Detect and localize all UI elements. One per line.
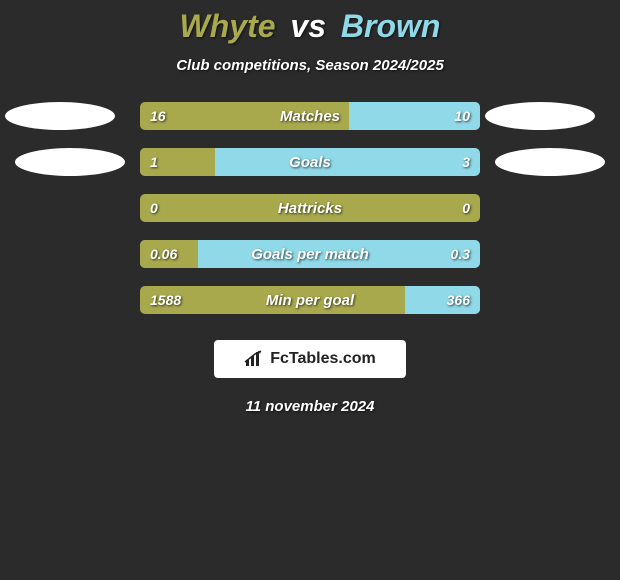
stat-bar: 1588366Min per goal xyxy=(140,286,480,314)
stat-label: Goals xyxy=(140,148,480,176)
stat-label: Matches xyxy=(140,102,480,130)
stat-row: 1588366Min per goal xyxy=(0,286,620,314)
page-title: Whyte vs Brown xyxy=(0,8,620,45)
stat-row: 1610Matches xyxy=(0,102,620,130)
stat-row: 13Goals xyxy=(0,148,620,176)
stat-rows-container: 1610Matches 13Goals 00Hattricks 0.060.3Goal… xyxy=(0,102,620,314)
stat-label: Goals per match xyxy=(140,240,480,268)
stat-bar: 0.060.3Goals per match xyxy=(140,240,480,268)
logo-box[interactable]: FcTables.com xyxy=(214,340,406,378)
stat-row: 00Hattricks xyxy=(0,194,620,222)
subtitle: Club competitions, Season 2024/2025 xyxy=(0,57,620,74)
stat-bar: 13Goals xyxy=(140,148,480,176)
stat-bar: 1610Matches xyxy=(140,102,480,130)
bar-chart-icon xyxy=(244,350,266,368)
comparison-card: Whyte vs Brown Club competitions, Season… xyxy=(0,0,620,415)
stat-label: Hattricks xyxy=(140,194,480,222)
player2-name: Brown xyxy=(341,8,441,44)
fctables-logo: FcTables.com xyxy=(244,350,376,368)
player1-name: Whyte xyxy=(180,8,276,44)
stat-label: Min per goal xyxy=(140,286,480,314)
vs-text: vs xyxy=(290,8,326,44)
stat-bar: 00Hattricks xyxy=(140,194,480,222)
stat-row: 0.060.3Goals per match xyxy=(0,240,620,268)
date-text: 11 november 2024 xyxy=(0,398,620,415)
logo-text: FcTables.com xyxy=(270,350,376,368)
stats-area: 1610Matches 13Goals 00Hattricks 0.060.3Goal… xyxy=(0,102,620,314)
